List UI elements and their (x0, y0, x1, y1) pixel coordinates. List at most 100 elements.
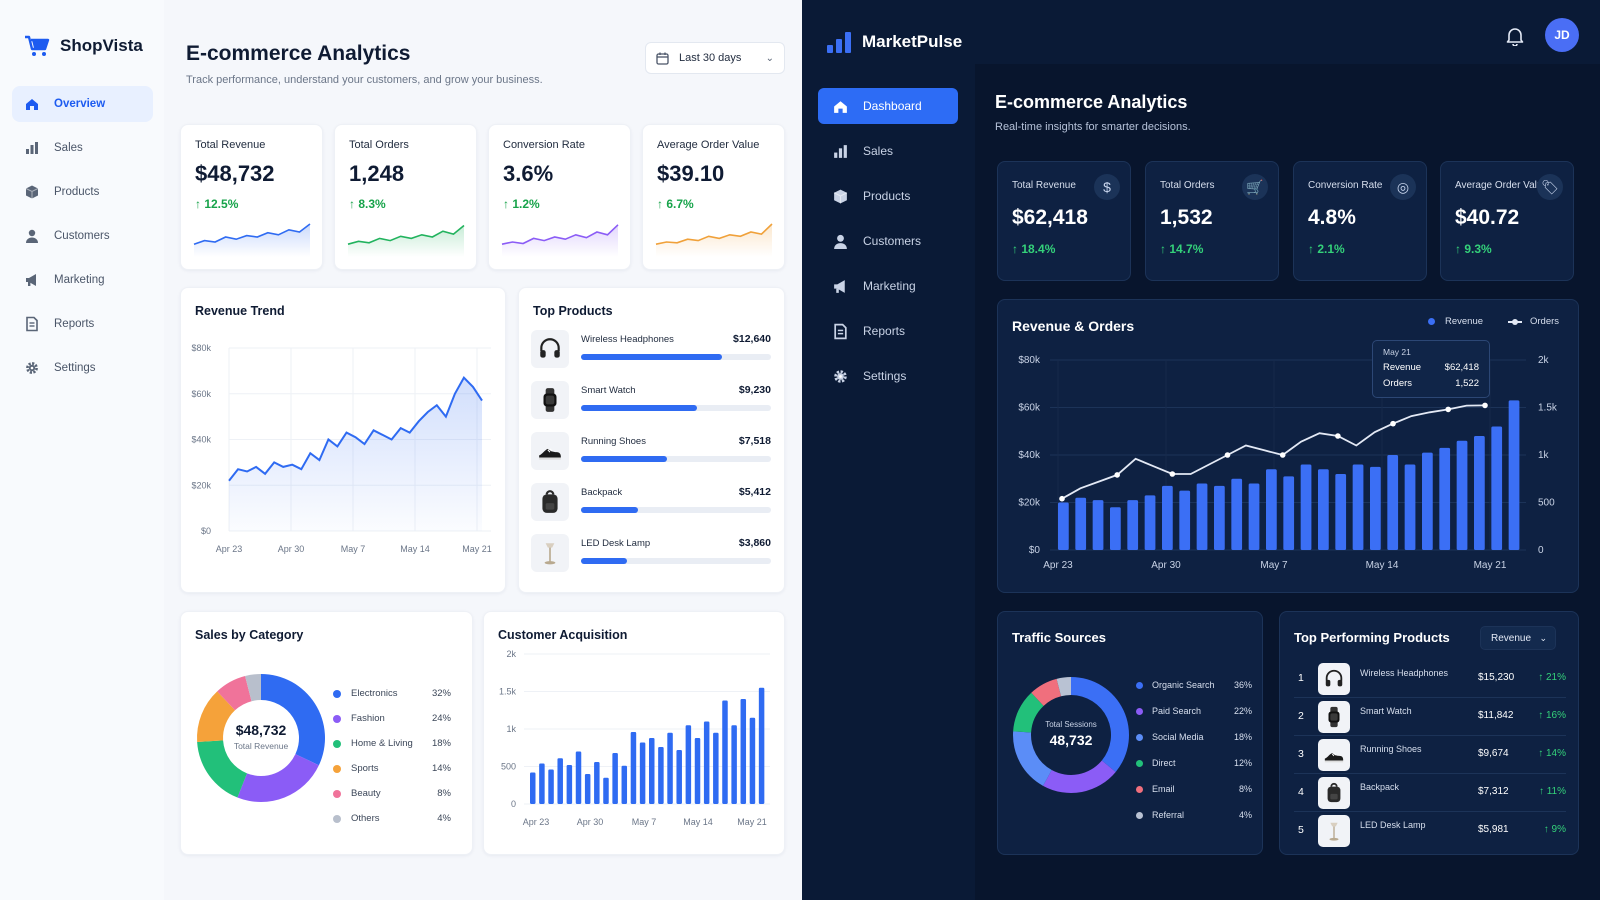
revenue-bar[interactable] (1283, 476, 1295, 550)
revenue-bar[interactable] (1439, 447, 1451, 550)
revenue-bar[interactable] (1318, 469, 1329, 550)
revenue-bar[interactable] (1370, 466, 1381, 550)
orders-point[interactable] (1059, 495, 1065, 502)
revenue-bar[interactable] (1266, 469, 1277, 550)
revenue-bar[interactable] (1387, 455, 1399, 550)
orders-point[interactable] (1224, 452, 1231, 458)
orders-point[interactable] (1445, 406, 1452, 413)
acquisition-bar[interactable] (612, 753, 618, 804)
sidebar-item-products[interactable]: Products (818, 178, 958, 214)
date-range-select[interactable]: Last 30 days ⌄ (645, 42, 785, 74)
donut-slice-beauty[interactable] (217, 676, 252, 711)
donut-slice-fashion[interactable] (237, 754, 319, 802)
donut-slice-sports[interactable] (197, 691, 235, 743)
revenue-bar[interactable] (1404, 464, 1416, 551)
product-row[interactable]: LED Desk Lamp $3,860 (531, 532, 771, 576)
product-row[interactable]: 2 Smart Watch $11,842 ↑ 16% (1294, 698, 1566, 736)
product-row[interactable]: Running Shoes $7,518 (531, 430, 771, 474)
bell-icon[interactable] (1506, 26, 1524, 46)
acquisition-bar[interactable] (530, 772, 536, 805)
product-row[interactable]: 4 Backpack $7,312 ↑ 11% (1294, 774, 1566, 812)
acquisition-bar[interactable] (575, 751, 582, 805)
revenue-bar[interactable] (1058, 502, 1069, 551)
acquisition-bar[interactable] (703, 721, 710, 805)
metric-dropdown[interactable]: Revenue ⌄ (1480, 626, 1556, 650)
revenue-bar[interactable] (1214, 485, 1225, 550)
revenue-bar[interactable] (1144, 495, 1156, 550)
acquisition-bar[interactable] (630, 732, 637, 804)
acquisition-bar[interactable] (594, 762, 600, 804)
product-row[interactable]: 5 LED Desk Lamp $5,981 ↑ 9% (1294, 812, 1566, 850)
acquisition-bar[interactable] (667, 732, 673, 804)
acquisition-bar[interactable] (539, 763, 545, 805)
revenue-bar[interactable] (1300, 464, 1312, 551)
orders-point[interactable] (1279, 452, 1286, 458)
brand[interactable]: MarketPulse (826, 30, 962, 54)
acquisition-bar[interactable] (658, 747, 664, 804)
product-row[interactable]: Wireless Headphones $12,640 (531, 328, 771, 372)
acquisition-bar[interactable] (694, 738, 701, 804)
orders-point[interactable] (1335, 433, 1341, 439)
revenue-bar[interactable] (1231, 478, 1243, 550)
acquisition-bar[interactable] (685, 725, 692, 804)
donut-slice-paid-search[interactable] (1043, 760, 1116, 793)
revenue-bar[interactable] (1352, 464, 1364, 551)
revenue-bar[interactable] (1127, 500, 1139, 550)
donut-slice-social-media[interactable] (1013, 731, 1052, 786)
sidebar-item-reports[interactable]: Reports (818, 313, 958, 349)
sidebar-item-marketing[interactable]: Marketing (12, 262, 153, 298)
donut-slice-home-living[interactable] (197, 740, 248, 798)
acquisition-bar[interactable] (722, 700, 728, 805)
revenue-bar[interactable] (1075, 497, 1087, 550)
revenue-bar[interactable] (1456, 440, 1468, 550)
donut-slice-email[interactable] (1031, 678, 1062, 706)
revenue-bar[interactable] (1491, 426, 1503, 551)
acquisition-bar[interactable] (649, 738, 655, 804)
orders-point[interactable] (1390, 420, 1396, 427)
acquisition-bar[interactable] (584, 774, 591, 804)
acquisition-bar[interactable] (621, 765, 628, 804)
avatar[interactable]: JD (1545, 18, 1579, 52)
acquisition-bar[interactable] (557, 758, 563, 804)
revenue-bar[interactable] (1110, 507, 1121, 550)
acquisition-bar[interactable] (603, 777, 609, 804)
acquisition-bar[interactable] (758, 687, 765, 804)
acquisition-bar[interactable] (639, 742, 646, 805)
sidebar-item-sales[interactable]: Sales (818, 133, 958, 169)
sidebar-item-customers[interactable]: Customers (818, 223, 958, 259)
sidebar-item-reports[interactable]: Reports (12, 306, 153, 342)
acquisition-bar[interactable] (713, 732, 719, 804)
revenue-bar[interactable] (1179, 490, 1191, 550)
sidebar-item-overview[interactable]: Overview (12, 86, 153, 122)
acquisition-bar[interactable] (740, 699, 747, 804)
sidebar-item-marketing[interactable]: Marketing (818, 268, 958, 304)
acquisition-bar[interactable] (548, 769, 554, 805)
orders-point[interactable] (1169, 471, 1176, 477)
revenue-bar[interactable] (1335, 474, 1347, 550)
orders-point[interactable] (1482, 402, 1488, 409)
sidebar-item-sales[interactable]: Sales (12, 130, 153, 166)
revenue-bar[interactable] (1422, 452, 1433, 550)
product-row[interactable]: Backpack $5,412 (531, 481, 771, 525)
donut-slice-organic-search[interactable] (1071, 677, 1129, 772)
product-row[interactable]: 3 Running Shoes $9,674 ↑ 14% (1294, 736, 1566, 774)
sidebar-item-products[interactable]: Products (12, 174, 153, 210)
sidebar-item-customers[interactable]: Customers (12, 218, 153, 254)
donut-slice-direct[interactable] (1013, 692, 1044, 733)
revenue-bar[interactable] (1248, 483, 1260, 551)
sidebar-item-settings[interactable]: Settings (12, 350, 153, 386)
revenue-bar[interactable] (1196, 483, 1208, 551)
revenue-bar[interactable] (1508, 400, 1520, 550)
donut-slice-referral[interactable] (1056, 677, 1071, 697)
donut-slice-others[interactable] (245, 674, 261, 702)
revenue-bar[interactable] (1092, 500, 1104, 550)
revenue-bar[interactable] (1474, 436, 1485, 550)
acquisition-bar[interactable] (566, 765, 573, 804)
acquisition-bar[interactable] (676, 750, 682, 804)
brand[interactable]: ShopVista (24, 34, 143, 58)
orders-point[interactable] (1114, 472, 1120, 478)
sidebar-item-dashboard[interactable]: Dashboard (818, 88, 958, 124)
acquisition-bar[interactable] (749, 717, 756, 804)
revenue-bar[interactable] (1162, 485, 1173, 550)
product-row[interactable]: 1 Wireless Headphones $15,230 ↑ 21% (1294, 660, 1566, 698)
